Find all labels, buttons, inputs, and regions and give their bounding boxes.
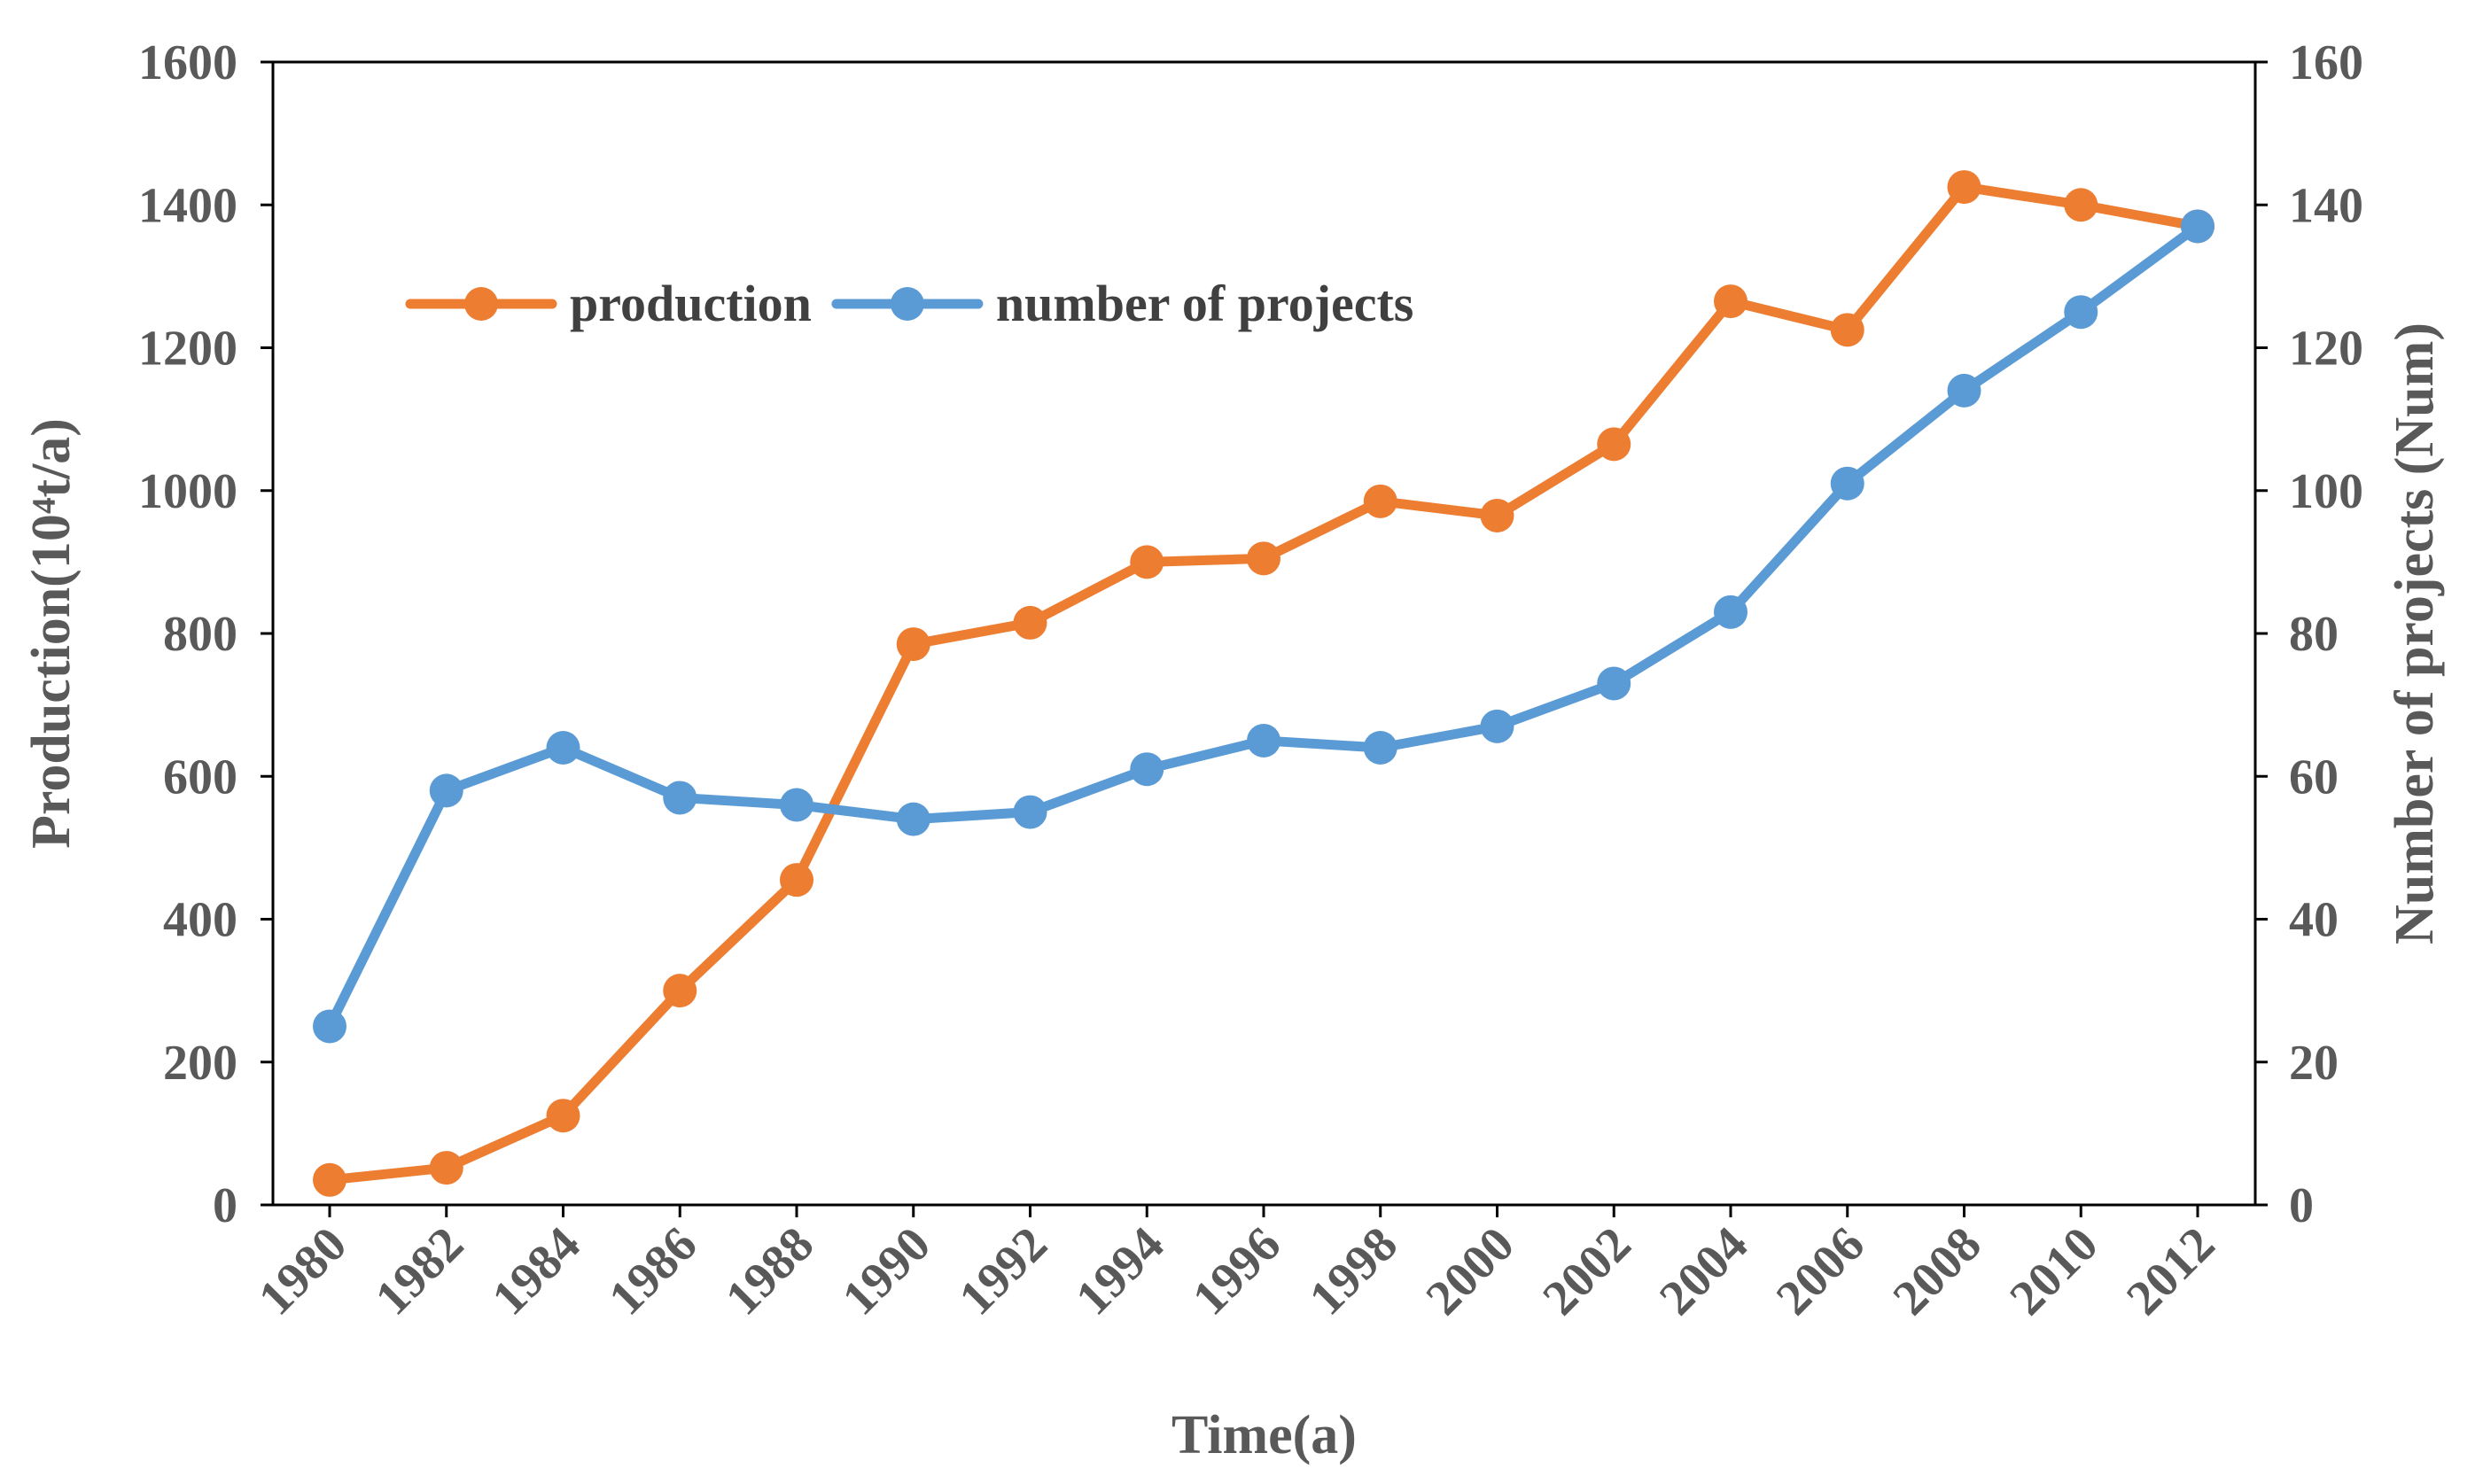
data-point-number-of-projects xyxy=(1130,752,1164,787)
data-point-production xyxy=(1947,170,1981,205)
data-point-production xyxy=(2064,188,2098,222)
right-tick-label: 120 xyxy=(2289,322,2363,377)
data-point-production xyxy=(1597,427,1631,462)
right-tick-label: 140 xyxy=(2289,178,2363,233)
series-line-number-of-projects xyxy=(324,221,2203,1031)
left-y-axis-title: Production(10⁴t/a) xyxy=(21,418,82,849)
legend-label: production xyxy=(570,275,812,332)
left-tick-label: 800 xyxy=(163,607,237,662)
x-tick-label: 1984 xyxy=(482,1216,591,1325)
legend: production number of projects xyxy=(405,275,1413,332)
x-tick-label: 1980 xyxy=(248,1216,357,1325)
left-y-axis-ticks: 0 200 400 600 800 1000 1200 1400 1600 xyxy=(138,35,273,1233)
x-tick-label: 1996 xyxy=(1182,1216,1291,1325)
data-point-number-of-projects xyxy=(663,781,697,815)
left-tick-label: 1000 xyxy=(138,464,237,519)
x-tick-label: 2002 xyxy=(1532,1216,1641,1325)
x-tick-label: 1998 xyxy=(1299,1216,1408,1325)
data-point-number-of-projects xyxy=(896,802,930,836)
series-number-of-projects xyxy=(313,209,2214,1044)
x-tick-label: 1992 xyxy=(949,1216,1058,1325)
data-point-number-of-projects xyxy=(429,773,463,808)
x-tick-label: 2000 xyxy=(1416,1216,1525,1325)
data-point-number-of-projects xyxy=(1247,723,1280,758)
data-point-number-of-projects xyxy=(1480,709,1514,743)
x-axis-ticks: 1980 1982 1984 1986 1988 1990 1992 1994 1996 1998… xyxy=(248,1205,2225,1325)
data-point-production xyxy=(663,974,697,1008)
x-tick-label: 1982 xyxy=(365,1216,474,1325)
x-tick-label: 2006 xyxy=(1766,1216,1875,1325)
data-point-production xyxy=(1013,605,1047,640)
x-tick-label: 1986 xyxy=(598,1216,707,1325)
right-y-axis-ticks: 0 20 40 60 80 100 120 140 160 xyxy=(2255,35,2363,1233)
x-tick-label: 2008 xyxy=(1883,1216,1992,1325)
data-point-number-of-projects xyxy=(313,1009,346,1044)
data-point-number-of-projects xyxy=(1597,666,1631,701)
left-tick-label: 0 xyxy=(213,1178,237,1233)
data-point-number-of-projects xyxy=(1013,795,1047,829)
left-tick-label: 1400 xyxy=(138,178,237,233)
data-point-production xyxy=(1830,313,1864,347)
legend-item-number-of-projects: number of projects xyxy=(831,275,1413,332)
left-tick-label: 600 xyxy=(163,750,237,804)
right-tick-label: 80 xyxy=(2289,607,2339,662)
data-point-number-of-projects xyxy=(1830,466,1864,501)
x-tick-label: 1990 xyxy=(832,1216,941,1325)
x-tick-label: 2010 xyxy=(1999,1216,2108,1325)
left-tick-label: 1600 xyxy=(138,35,237,90)
plot-area-frame xyxy=(271,60,2257,1207)
data-point-production xyxy=(429,1151,463,1185)
series-line-production xyxy=(324,182,2203,1185)
right-tick-label: 40 xyxy=(2289,893,2339,948)
right-tick-label: 160 xyxy=(2289,35,2363,90)
right-tick-label: 20 xyxy=(2289,1036,2339,1091)
data-point-production xyxy=(313,1162,346,1197)
data-point-number-of-projects xyxy=(546,731,580,765)
right-tick-label: 100 xyxy=(2289,464,2363,519)
legend-marker-swatch xyxy=(464,287,498,321)
x-axis-title: Time(a) xyxy=(1171,1405,1357,1465)
legend-label: number of projects xyxy=(996,275,1413,332)
series-production xyxy=(313,170,2214,1197)
series-layer xyxy=(313,170,2214,1197)
legend-item-production: production xyxy=(405,275,812,332)
data-point-number-of-projects xyxy=(2181,209,2214,244)
data-point-number-of-projects xyxy=(2064,295,2098,330)
left-tick-label: 1200 xyxy=(138,322,237,377)
x-tick-label: 1994 xyxy=(1065,1216,1174,1325)
data-point-number-of-projects xyxy=(1363,731,1397,765)
data-point-number-of-projects xyxy=(1714,594,1747,629)
right-tick-label: 60 xyxy=(2289,750,2339,804)
x-tick-label: 2004 xyxy=(1649,1216,1758,1325)
left-tick-label: 200 xyxy=(163,1036,237,1091)
left-tick-label: 400 xyxy=(163,893,237,948)
right-y-axis-title: Number of projects (Num) xyxy=(2385,322,2445,944)
data-point-production xyxy=(1130,545,1164,579)
data-point-production xyxy=(896,627,930,662)
legend-marker-swatch xyxy=(890,287,924,321)
right-tick-label: 0 xyxy=(2289,1178,2314,1233)
x-tick-label: 1988 xyxy=(715,1216,824,1325)
x-tick-label: 2012 xyxy=(2116,1216,2225,1325)
data-point-production xyxy=(1714,284,1747,319)
data-point-production xyxy=(546,1099,580,1133)
data-point-production xyxy=(1363,484,1397,518)
data-point-production xyxy=(780,863,813,897)
data-point-production xyxy=(1247,541,1280,576)
data-point-production xyxy=(1480,498,1514,532)
data-point-number-of-projects xyxy=(1947,373,1981,408)
data-point-number-of-projects xyxy=(780,788,813,822)
